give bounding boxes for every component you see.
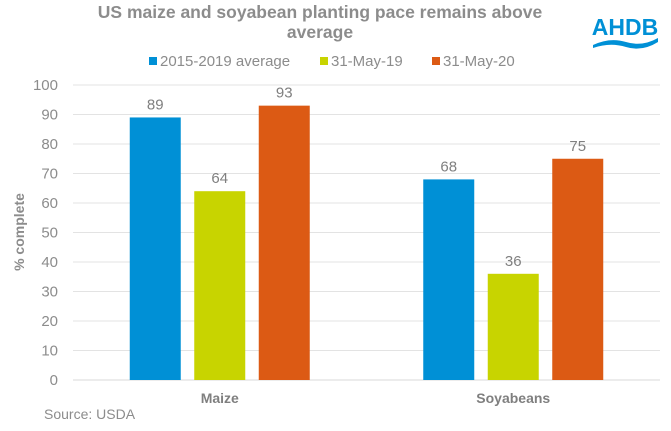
legend-label: 2015-2019 average: [160, 53, 291, 70]
y-tick-label: 100: [33, 77, 58, 94]
legend-item-31-may-19: 31-May-19: [320, 52, 403, 72]
source-note: Source: USDA: [44, 406, 136, 422]
bar-soyabeans-0: [423, 179, 475, 380]
y-tick-label: 50: [41, 225, 58, 242]
ahdb-logo-mark: AHDB: [592, 14, 658, 49]
legend-item-2015-2019-average: 2015-2019 average: [149, 52, 290, 72]
bar-soyabeans-1: [487, 273, 539, 380]
legend-swatch: [149, 57, 157, 65]
y-tick-label: 80: [41, 136, 58, 153]
chart-title: US maize and soyabean planting pace rema…: [70, 2, 570, 42]
data-label: 75: [569, 138, 586, 155]
logo-text: AHDB: [592, 14, 658, 40]
x-category-label: Soyabeans: [476, 390, 550, 406]
data-label: 68: [440, 158, 457, 175]
data-label: 93: [276, 85, 293, 102]
bar-maize-1: [194, 191, 246, 380]
legend-label: 31-May-20: [443, 53, 515, 70]
y-tick-label: 40: [41, 254, 58, 271]
legend-label: 31-May-19: [331, 53, 403, 70]
chart-title-line-2: average: [286, 22, 354, 42]
y-axis-label: % complete: [11, 193, 27, 271]
y-axis-ticks: 0 10 20 30 40 50 60 70 80 90 100: [33, 77, 58, 389]
bar-maize-0: [129, 117, 181, 380]
data-labels: 89 64 93 68 36 75: [147, 85, 586, 270]
bar-soyabeans-2: [552, 158, 604, 380]
bar-maize-2: [258, 105, 310, 381]
legend-swatch: [320, 57, 328, 65]
x-category-label: Maize: [201, 390, 239, 406]
chart-title-line-1: US maize and soyabean planting pace rema…: [97, 2, 543, 22]
y-tick-label: 90: [41, 107, 58, 124]
legend-item-31-may-20: 31-May-20: [432, 52, 515, 72]
legend: 2015-2019 average 31-May-19 31-May-20: [0, 52, 671, 72]
data-label: 64: [211, 170, 228, 187]
y-tick-label: 10: [41, 343, 58, 360]
y-tick-label: 20: [41, 313, 58, 330]
y-tick-label: 70: [41, 166, 58, 183]
data-label: 36: [505, 253, 522, 270]
y-tick-label: 60: [41, 195, 58, 212]
data-label: 89: [147, 96, 164, 113]
legend-swatch: [432, 57, 440, 65]
x-axis-categories: Maize Soyabeans: [201, 390, 551, 406]
logo-wave: [593, 38, 658, 49]
ahdb-logo: AHDB: [590, 12, 660, 52]
y-tick-label: 0: [50, 372, 58, 389]
y-tick-label: 30: [41, 284, 58, 301]
bars: [129, 105, 604, 381]
